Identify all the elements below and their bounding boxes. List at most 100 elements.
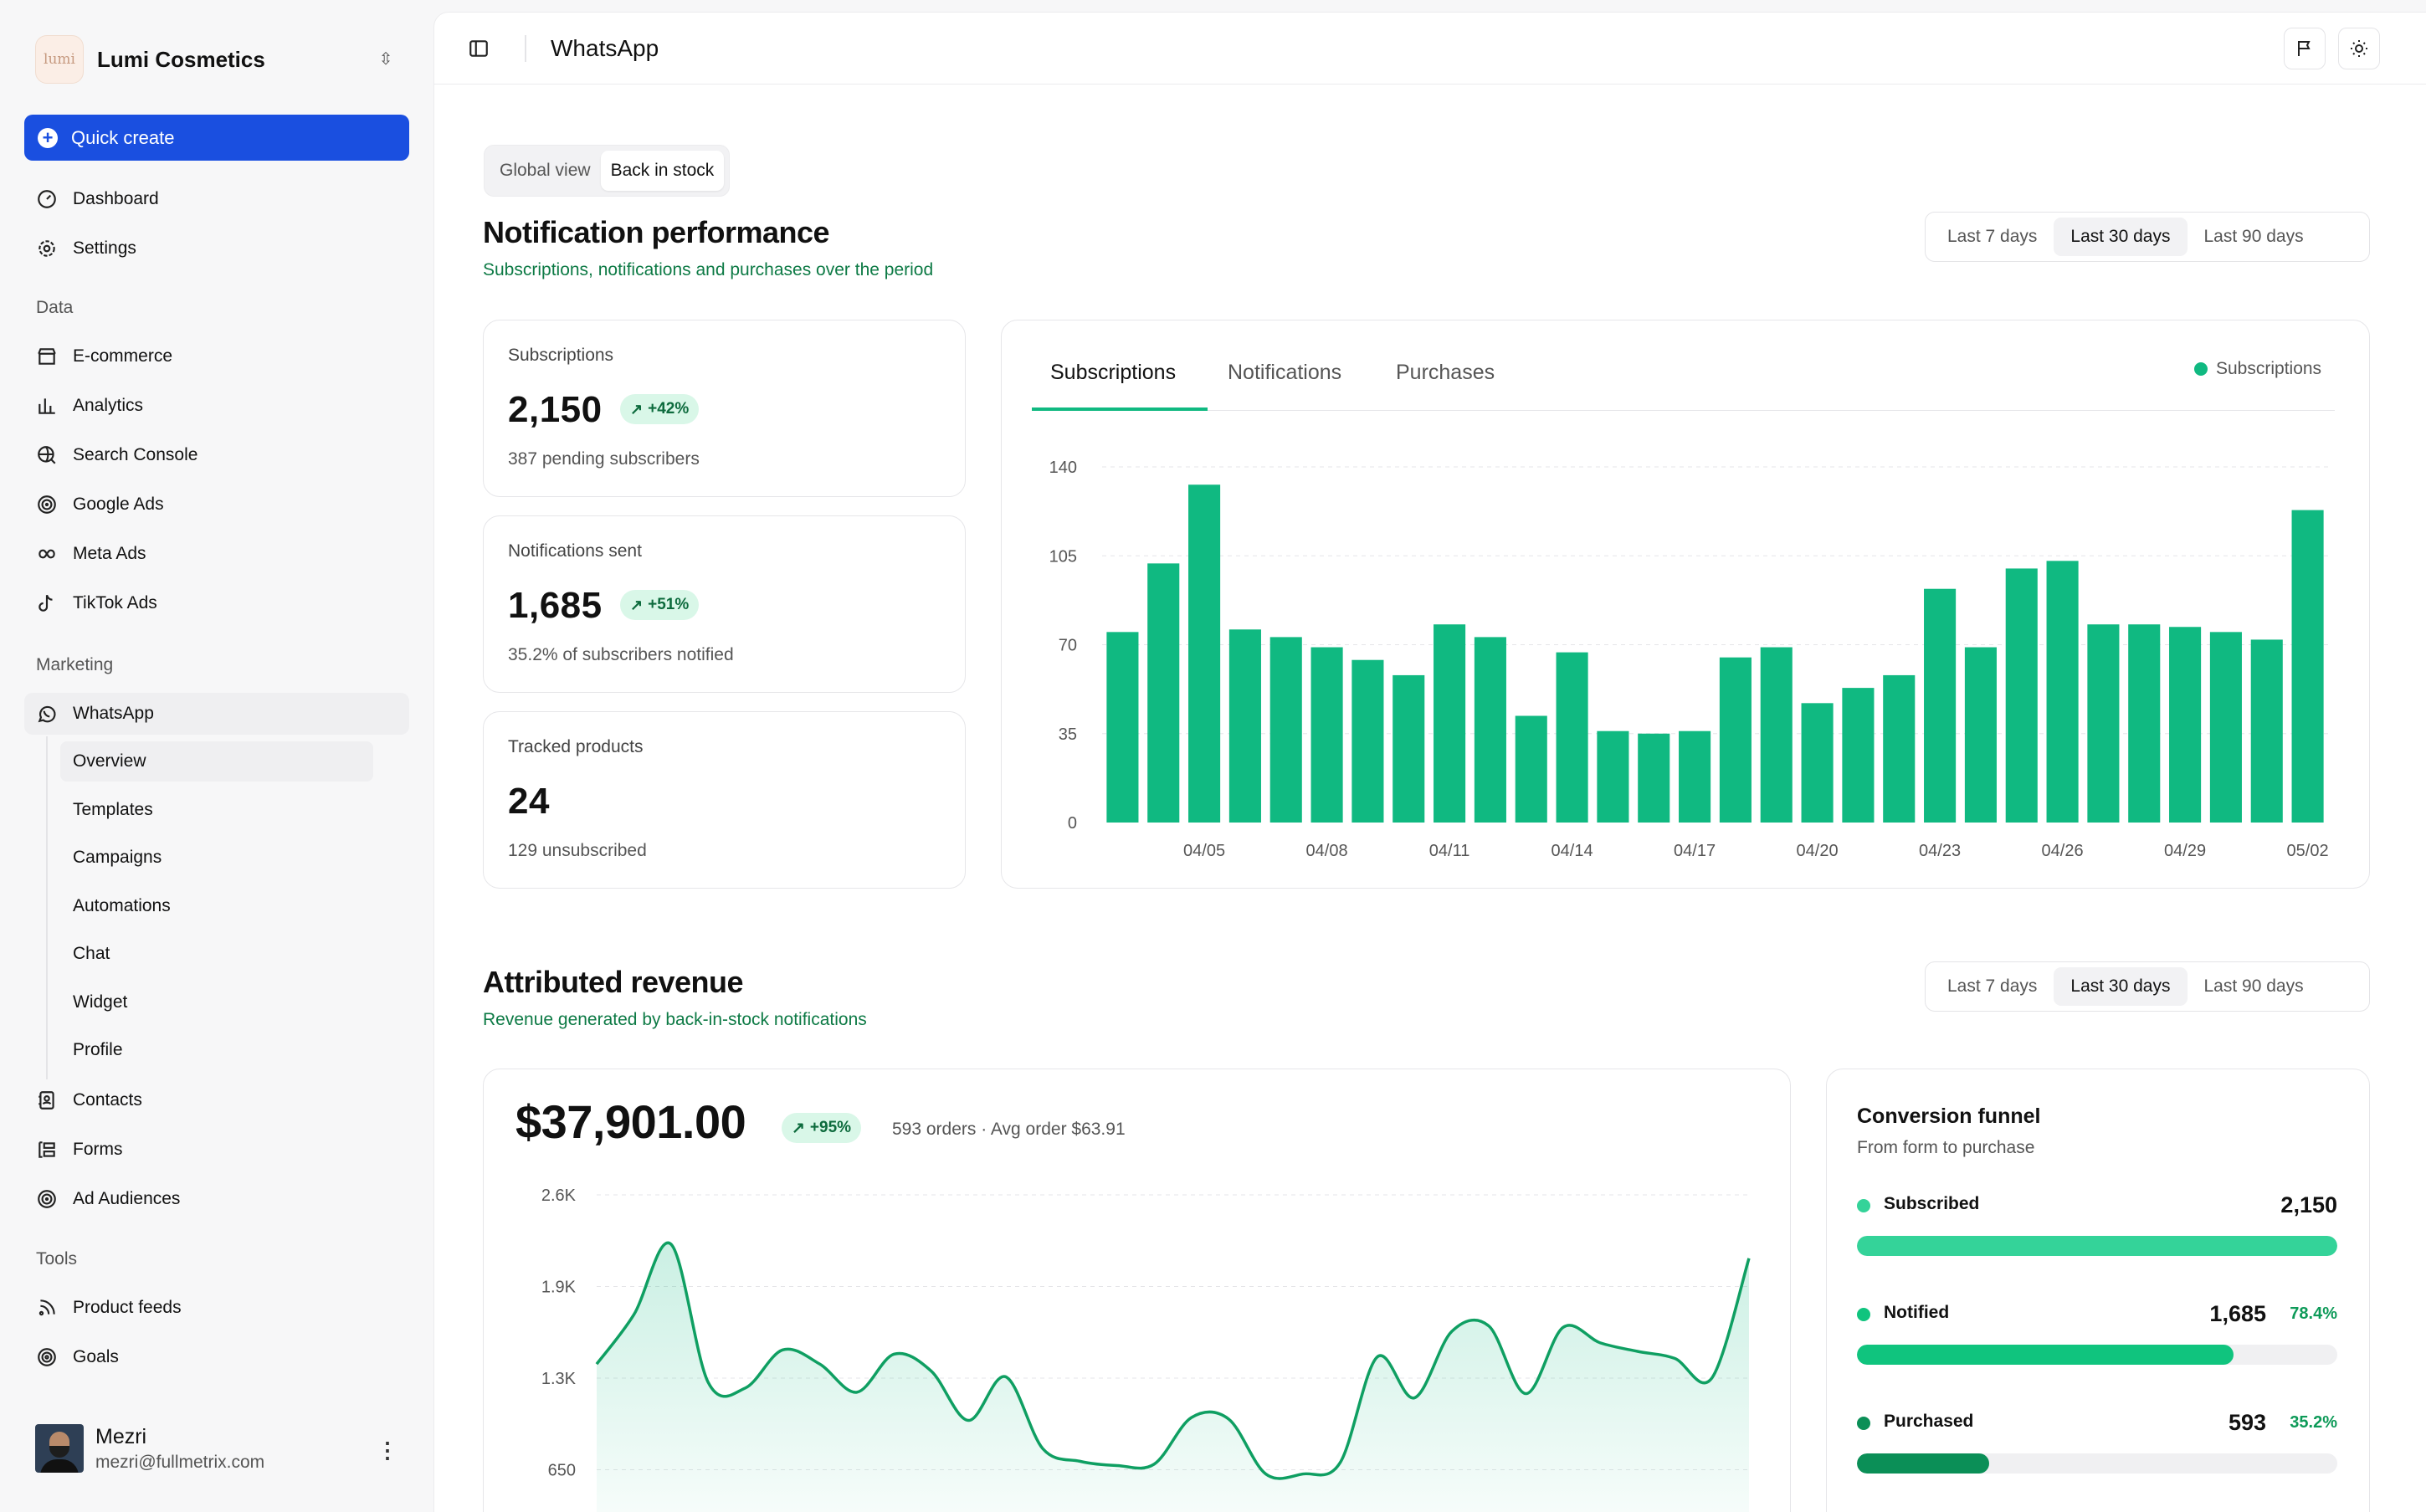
x-tick-label: 04/14 [1552, 842, 1593, 860]
bullseye-icon [38, 1348, 56, 1366]
range-30-days[interactable]: Last 30 days [2054, 218, 2188, 256]
feedback-button[interactable] [2284, 28, 2326, 69]
notification-chart-card: Subscriptions Notifications Purchases Su… [1001, 320, 2370, 889]
sun-icon [2351, 40, 2367, 57]
range-7-days[interactable]: Last 7 days [1947, 227, 2038, 246]
kpi-card-notifications: Notifications sent 1,685 ↗ +51% 35.2% of … [483, 515, 966, 693]
bar [2169, 627, 2202, 823]
topbar-divider [525, 35, 526, 62]
sidebar-item-meta-ads[interactable]: Meta Ads [24, 533, 409, 575]
revenue-total: $37,901.00 [515, 1095, 746, 1148]
theme-toggle-button[interactable] [2338, 28, 2380, 69]
section-marketing: Marketing [36, 655, 114, 674]
sidebar-item-forms[interactable]: Forms [24, 1129, 409, 1171]
funnel-value: 2,150 [2280, 1192, 2337, 1217]
target-icon [38, 495, 56, 514]
tab-notifications[interactable]: Notifications [1228, 361, 1342, 384]
bar [1556, 652, 1588, 823]
user-profile[interactable]: Mezri mezri@fullmetrix.com [35, 1424, 264, 1473]
gear-icon [38, 240, 55, 257]
target-icon [38, 1190, 56, 1208]
notification-range-selector: Last 7 days Last 30 days Last 90 days [1925, 212, 2370, 262]
bar [1310, 647, 1343, 823]
sidebar-subitem-profile[interactable]: Profile [73, 1040, 123, 1059]
revenue-meta: 593 orders · Avg order $63.91 [892, 1120, 1126, 1139]
range-30-days[interactable]: Last 30 days [2054, 967, 2188, 1006]
view-option-global[interactable]: Global view [500, 161, 591, 180]
bar-chart-icon [38, 398, 55, 414]
funnel-row-subscribed: Subscribed 2,150 [1857, 1192, 2337, 1259]
sidebar-item-contacts[interactable]: Contacts [24, 1079, 409, 1121]
y-tick-label: 1.9K [541, 1279, 577, 1297]
x-tick-label: 04/29 [2164, 842, 2206, 860]
funnel-bar-fill [1857, 1236, 2337, 1256]
submenu-guide-line [46, 736, 48, 1079]
sidebar-subitem-automations[interactable]: Automations [73, 896, 171, 915]
bar [1964, 647, 1997, 823]
sidebar-item-whatsapp[interactable]: WhatsApp [24, 693, 409, 735]
range-7-days[interactable]: Last 7 days [1947, 976, 2038, 996]
kpi-value: 24 [508, 781, 550, 822]
sidebar-subitem-overview[interactable]: Overview [60, 741, 373, 782]
bar [2128, 624, 2161, 823]
funnel-label: Notified [1884, 1303, 1950, 1322]
trend-up-icon: ↗ [630, 596, 644, 613]
globe-search-icon [38, 446, 56, 464]
sidebar-item-label: Goals [73, 1347, 119, 1366]
view-option-back-in-stock[interactable]: Back in stock [600, 151, 725, 191]
bar [1188, 484, 1221, 823]
sidebar-item-label: Meta Ads [73, 544, 146, 563]
quick-create-button[interactable]: + Quick create [24, 115, 409, 161]
sidebar-subitem-widget[interactable]: Widget [73, 992, 128, 1012]
section-tools: Tools [36, 1249, 78, 1269]
notification-subtitle: Subscriptions, notifications and purchas… [483, 260, 934, 279]
notification-title: Notification performance [483, 215, 830, 249]
revenue-chart-card: $37,901.00 ↗ +95% 593 orders · Avg order … [483, 1069, 1791, 1512]
sidebar-item-ecommerce[interactable]: E-commerce [24, 336, 409, 377]
revenue-area-fill [597, 1243, 1749, 1512]
gauge-icon [38, 190, 56, 208]
more-vertical-icon[interactable]: ⋮ [377, 1438, 398, 1463]
music-note-icon [38, 594, 53, 612]
active-tab-indicator [1032, 407, 1208, 411]
kpi-label: Subscriptions [508, 346, 614, 365]
kpi-card-subscriptions: Subscriptions 2,150 ↗ +42% 387 pending su… [483, 320, 966, 497]
sidebar-subitem-templates[interactable]: Templates [73, 800, 153, 819]
sidebar-item-product-feeds[interactable]: Product feeds [24, 1287, 409, 1329]
sidebar-item-label: Product feeds [73, 1298, 182, 1317]
main-content: WhatsApp Global view Back in stock Notif… [433, 12, 2426, 1512]
range-90-days[interactable]: Last 90 days [2203, 976, 2304, 996]
sidebar-item-label: Search Console [73, 445, 198, 464]
sidebar-item-settings[interactable]: Settings [24, 228, 409, 269]
trend-badge-value: +42% [648, 400, 690, 418]
bar [1269, 637, 1302, 823]
bar [2046, 561, 2079, 823]
sidebar-subitem-chat[interactable]: Chat [73, 944, 110, 963]
sidebar-subitem-campaigns[interactable]: Campaigns [73, 848, 162, 867]
contacts-book-icon [38, 1091, 54, 1110]
range-90-days[interactable]: Last 90 days [2203, 227, 2304, 246]
sidebar-item-dashboard[interactable]: Dashboard [24, 178, 409, 220]
x-tick-label: 04/08 [1306, 842, 1348, 860]
sidebar-item-label: Ad Audiences [73, 1189, 181, 1208]
bar [2005, 568, 2038, 823]
revenue-area-chart: 650 1.3K 1.9K 2.6K [541, 1187, 1751, 1512]
workspace-switcher[interactable]: lumi Lumi Cosmetics [35, 35, 265, 84]
tab-purchases[interactable]: Purchases [1396, 361, 1495, 384]
funnel-bar-track [1857, 1236, 2337, 1256]
sidebar-toggle-icon[interactable] [468, 38, 490, 59]
sidebar-item-tiktok-ads[interactable]: TikTok Ads [24, 582, 409, 624]
bar [1597, 730, 1629, 823]
sidebar-item-ad-audiences[interactable]: Ad Audiences [24, 1178, 409, 1220]
trend-badge-value: +95% [809, 1119, 852, 1136]
chevron-up-down-icon[interactable]: ⇳ [378, 50, 393, 69]
x-tick-label: 04/17 [1674, 842, 1716, 860]
tab-subscriptions[interactable]: Subscriptions [1050, 361, 1177, 384]
sidebar-item-analytics[interactable]: Analytics [24, 385, 409, 427]
plus-circle-icon: + [38, 127, 58, 148]
bar [1106, 632, 1139, 823]
sidebar-item-google-ads[interactable]: Google Ads [24, 484, 409, 525]
trend-badge: ↗ +51% [620, 590, 700, 620]
sidebar-item-goals[interactable]: Goals [24, 1336, 409, 1378]
sidebar-item-search-console[interactable]: Search Console [24, 434, 409, 476]
